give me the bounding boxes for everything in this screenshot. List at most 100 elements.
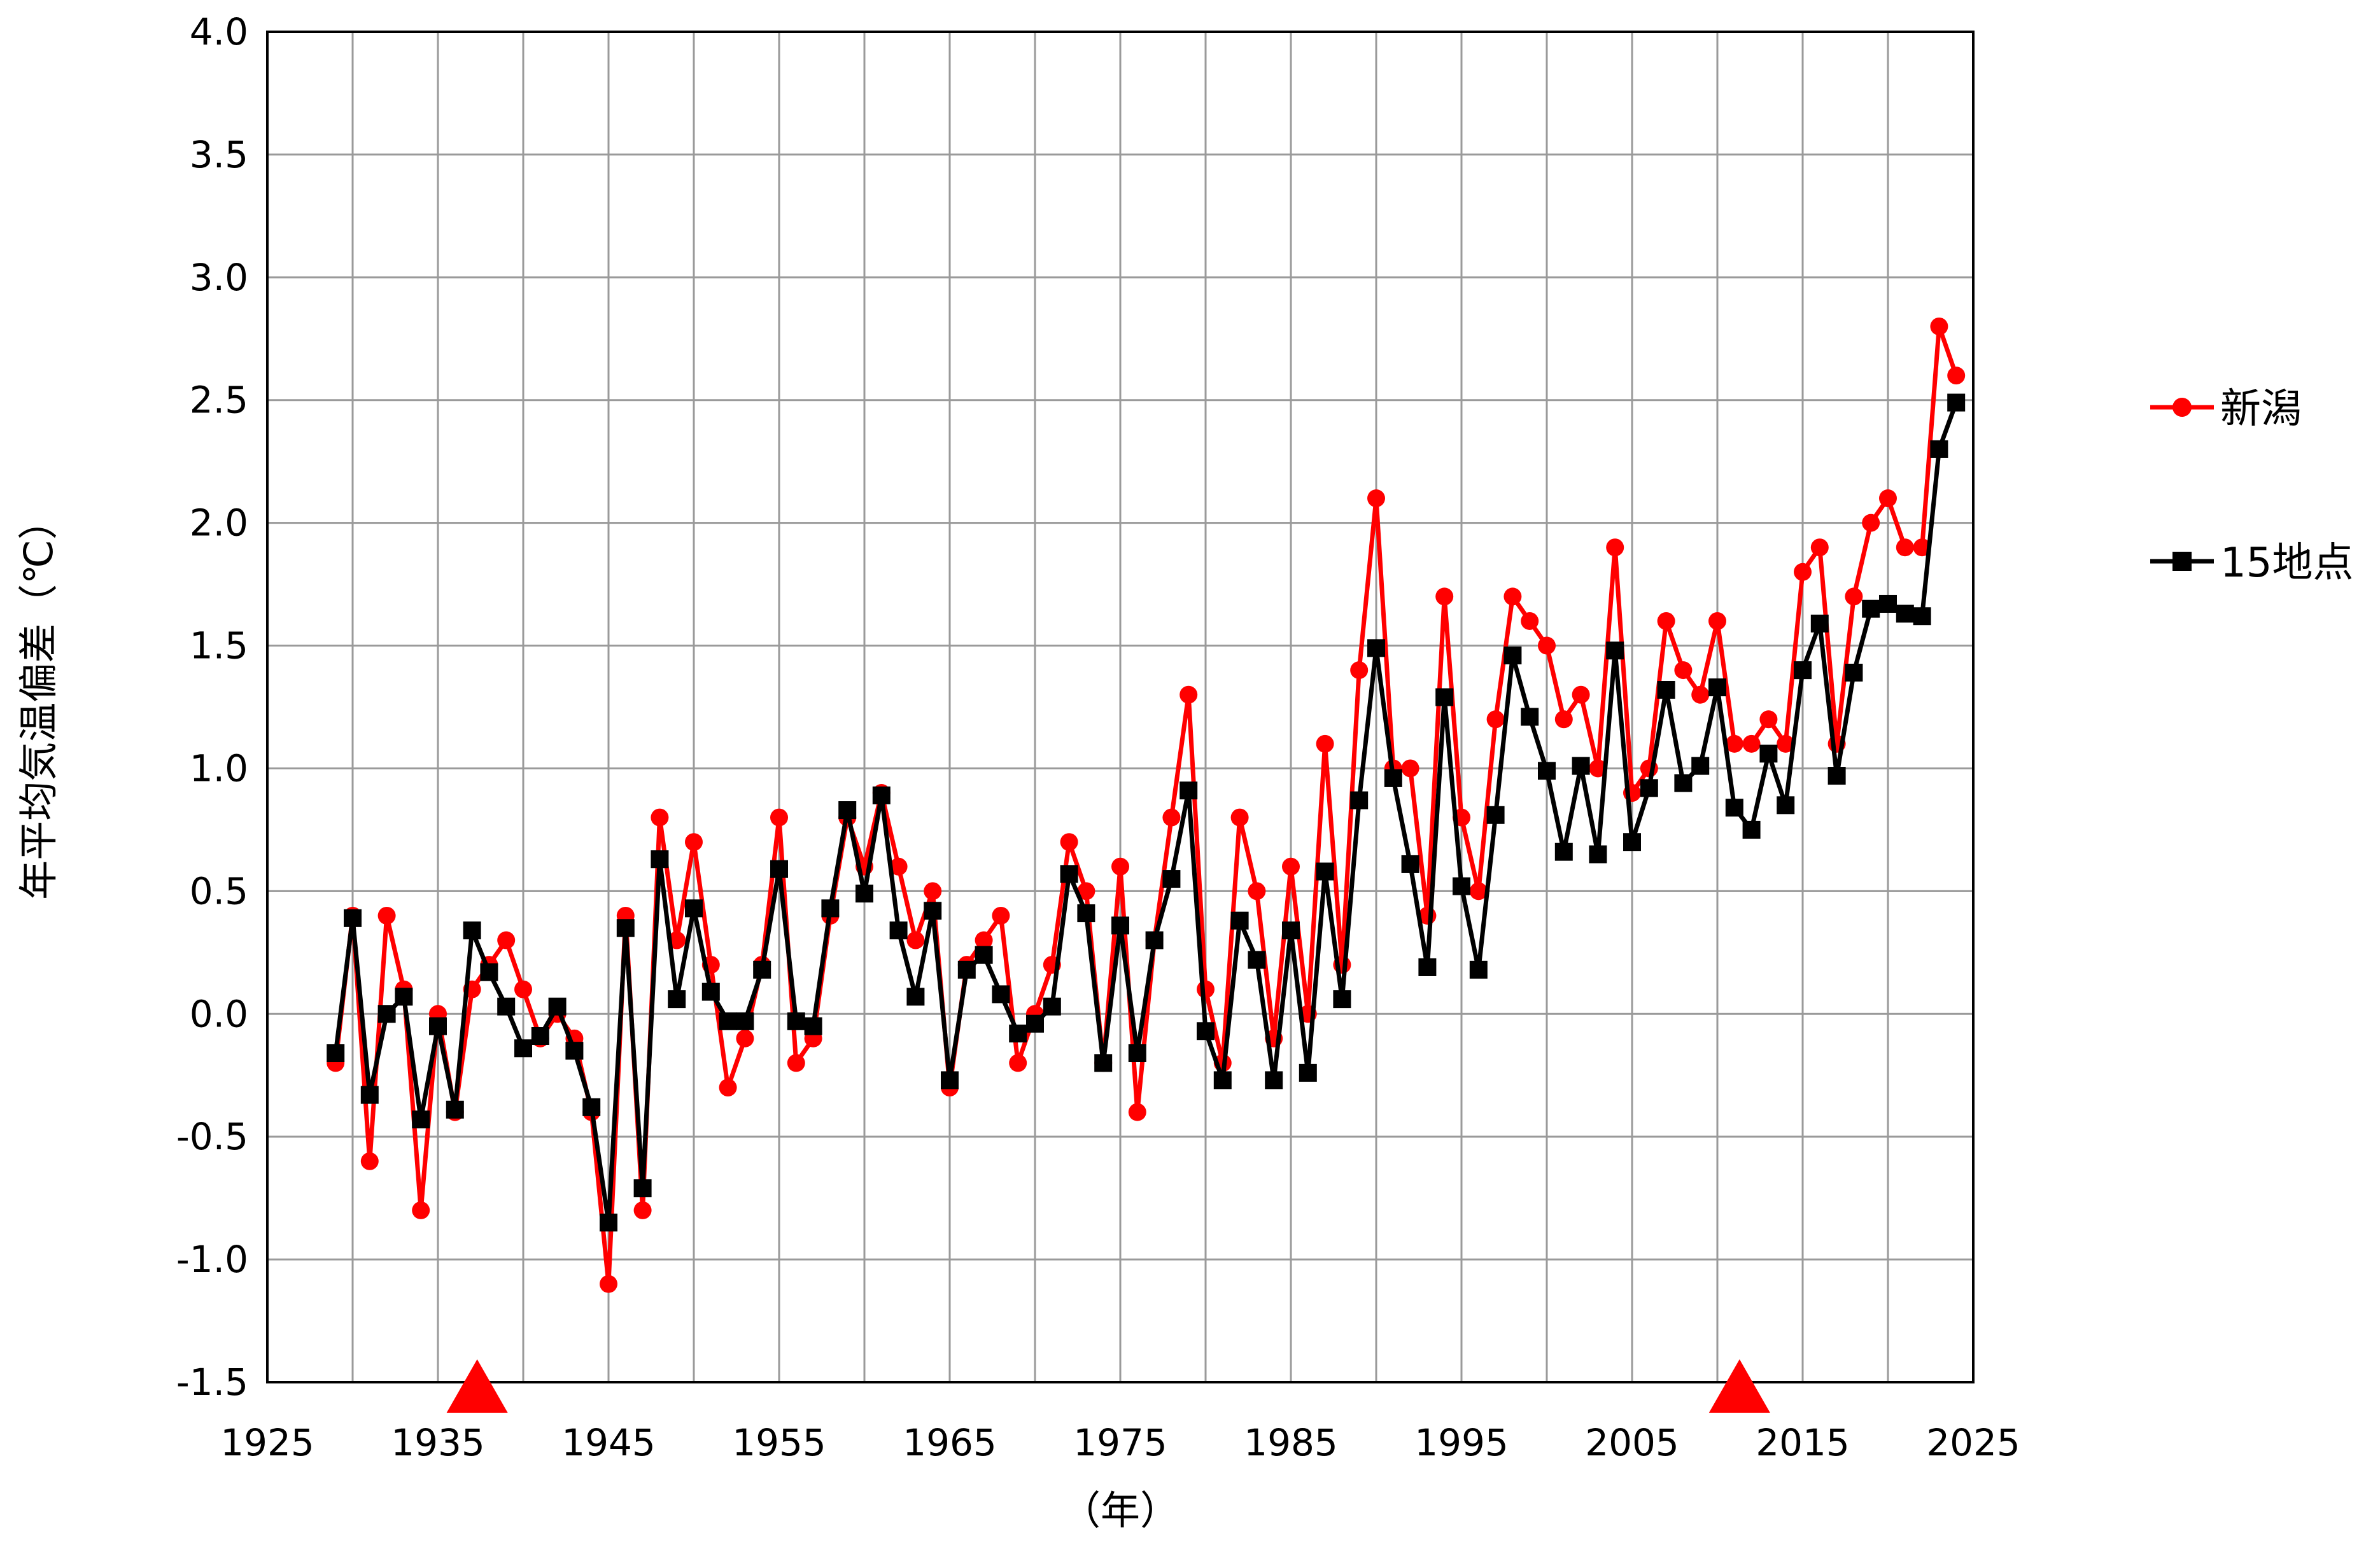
data-point [975,946,993,964]
data-point [377,906,396,925]
triangle-marker [1708,1359,1770,1413]
data-point [1691,757,1710,775]
legend: 新潟 15地点 [2150,386,2353,587]
data-point [1333,990,1351,1009]
data-point [582,1098,601,1116]
x-axis-label: （年） [1061,1487,1179,1534]
series-layer [327,317,1966,1293]
data-point [787,1012,805,1030]
data-point [1862,599,1880,618]
data-point [1162,808,1181,827]
data-point [497,997,516,1016]
data-point [1350,661,1369,680]
data-point [856,885,873,903]
x-tick-label: 1935 [391,1421,485,1464]
data-point [1299,1063,1317,1082]
data-point [1691,685,1710,704]
data-point [1879,594,1897,613]
data-point [1282,921,1300,940]
data-point [651,808,669,827]
data-point [1094,1054,1113,1072]
x-tick-label: 2025 [1926,1421,2020,1464]
data-point [941,1071,959,1089]
y-tick-label: 1.0 [190,746,248,790]
data-point [753,960,771,979]
data-point [906,931,925,949]
data-point [1248,882,1266,900]
data-point [480,963,498,981]
data-point [1554,710,1573,729]
data-point [1606,641,1624,660]
data-point [1145,931,1164,949]
y-tick-label: -1.0 [176,1238,248,1281]
data-point [514,1039,532,1058]
data-point [719,1012,737,1030]
x-tick-label: 1975 [1073,1421,1167,1464]
data-point [377,1005,396,1023]
data-point [1179,685,1198,704]
data-point [889,921,908,940]
y-tick-label: 3.5 [190,133,248,176]
data-point [1896,605,1914,623]
data-point [1930,317,1948,335]
data-point [1810,614,1829,633]
data-point [1230,911,1249,930]
data-point [565,1042,584,1060]
data-point [1179,781,1198,800]
y-tick-label: 3.0 [190,256,248,299]
data-point [1435,587,1454,606]
triangle-marker [446,1359,508,1413]
y-tick-label: 2.5 [190,379,248,422]
data-point [1947,393,1966,412]
y-tick-label: 4.0 [190,10,248,53]
data-point [548,997,567,1016]
data-point [1794,661,1812,680]
data-point [1453,877,1470,895]
data-point [1572,757,1590,775]
data-point [1879,489,1897,508]
data-point [1401,759,1419,778]
legend-label: 15地点 [2220,540,2353,587]
data-point [1111,916,1129,935]
y-tick-label: 1.5 [190,624,248,668]
data-point [1230,808,1249,827]
data-point [1538,636,1556,655]
y-axis-label: 年平均気温偏差（℃） [15,500,62,900]
data-point [1128,1103,1146,1121]
y-tick-label: -1.5 [176,1361,248,1404]
data-point [1435,688,1454,706]
data-point [360,1086,379,1104]
data-point [1128,1044,1146,1063]
data-point [1827,767,1846,785]
data-point [1162,870,1181,888]
data-point [1708,612,1726,630]
data-point [1316,734,1334,753]
data-point [1367,639,1385,657]
data-point [1486,806,1505,824]
data-point [1554,843,1573,861]
data-point [1606,538,1624,557]
data-point [1197,980,1215,998]
data-point [600,1214,617,1232]
data-point [992,985,1010,1004]
y-axis-ticks: -1.5 -1.0 -0.5 0.0 0.5 1.0 1.5 2.0 2.5 3.0 3.5 4.0 [176,10,248,1404]
data-point [1060,833,1078,851]
data-point [1418,958,1437,976]
data-point [1572,685,1590,704]
data-point [1077,882,1095,900]
data-point [804,1017,822,1035]
data-point [1248,951,1266,969]
data-point [1009,1025,1027,1043]
data-point [1316,862,1334,881]
data-point [1742,820,1761,839]
data-point [1725,734,1743,753]
data-point [1077,904,1095,923]
data-point [701,983,720,1001]
data-point [1674,661,1693,680]
data-point [1401,855,1419,873]
data-point [719,1079,737,1097]
data-point [821,899,840,918]
data-point [327,1044,345,1063]
legend-label: 新潟 [2220,386,2302,433]
